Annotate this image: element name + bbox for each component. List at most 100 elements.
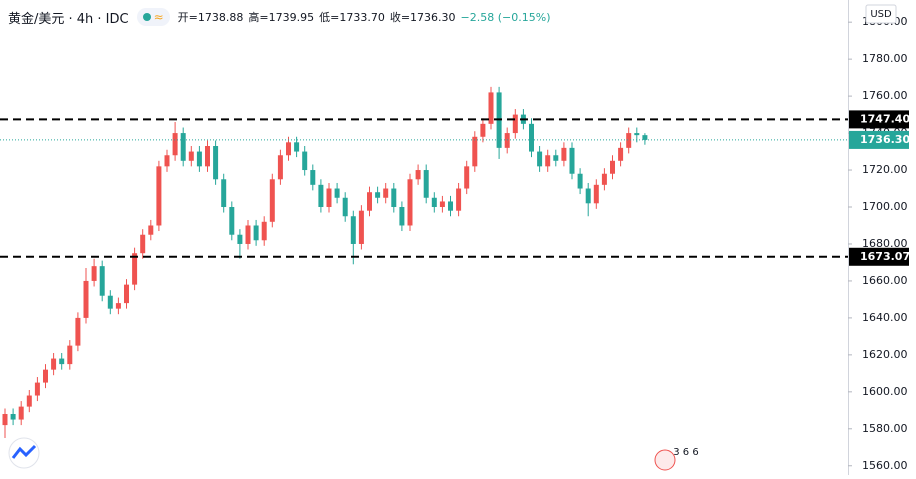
ohlc-item: 收=1736.30 [389, 11, 456, 24]
candle-body [626, 133, 632, 148]
candle-body [99, 266, 105, 296]
candle-body [205, 146, 210, 167]
candle-body [561, 147, 567, 161]
candle-body [10, 414, 16, 420]
candle-body [342, 197, 348, 217]
candle-body [180, 133, 186, 161]
candle-body [302, 151, 308, 171]
candle-body [140, 234, 146, 254]
candle-body [294, 142, 300, 152]
currency-label: USD [870, 9, 892, 20]
candle-body [464, 166, 470, 189]
logo-mark [11, 444, 37, 459]
candle-body [172, 133, 178, 156]
candle-body [132, 253, 138, 285]
candle-body [456, 188, 462, 211]
candle-body [26, 395, 32, 407]
candle-body [213, 146, 219, 180]
candle-body [367, 192, 372, 211]
candle-body [504, 133, 510, 148]
y-tick-label: 1720.00 [862, 163, 908, 176]
ohlc-item: 开=1738.88 [177, 11, 244, 24]
y-tick-label: 1660.00 [862, 274, 908, 287]
candle-body [326, 188, 332, 208]
candle-body [148, 225, 154, 235]
candle-body [375, 192, 381, 198]
watermark: 3 6 6 [673, 447, 698, 458]
candle-body [488, 92, 494, 124]
candle-body [59, 358, 65, 365]
y-tick-label: 1700.00 [862, 200, 908, 213]
ohlc-item: −2.58 (−0.15%) [460, 11, 551, 24]
candle-body [245, 225, 251, 244]
candle-body [34, 382, 40, 396]
y-tick-label: 1780.00 [862, 52, 908, 65]
y-tick-label: 1680.00 [862, 237, 908, 250]
candle-body [577, 173, 583, 189]
candle-body [43, 369, 48, 383]
candle-body [431, 197, 437, 208]
candle-body [75, 317, 81, 346]
candle-body [472, 136, 478, 167]
candle-body [439, 201, 445, 208]
candle-body [423, 170, 429, 198]
currency-box [865, 4, 897, 24]
candle-body [188, 151, 194, 161]
y-tick-label: 1620.00 [862, 348, 908, 361]
candle-body [358, 210, 364, 244]
candle-body [585, 188, 591, 204]
ohlc-values: 开=1738.88 高=1739.95 低=1733.70 收=1736.30 −2.5… [178, 9, 556, 25]
candle-body [537, 151, 543, 167]
candle-body [601, 173, 607, 185]
candle-body [415, 170, 421, 180]
y-tick-label: 1640.00 [862, 311, 908, 324]
candle-body [221, 179, 227, 208]
candle-body [610, 160, 615, 174]
candle-body [480, 123, 486, 137]
level-label: 1736.30 [860, 133, 910, 146]
candle-body [115, 303, 121, 309]
candle-body [124, 284, 129, 304]
candle-body [318, 184, 324, 208]
candle-body [253, 225, 259, 241]
candle-body [286, 142, 291, 156]
status-pill[interactable]: ≈ [136, 8, 170, 26]
y-tick-label: 1760.00 [862, 89, 908, 102]
level-label-box [849, 130, 909, 149]
candle-body [156, 166, 162, 226]
ohlc-item: 高=1739.95 [248, 11, 315, 24]
candle-body [83, 280, 89, 318]
candle-body [277, 155, 283, 180]
candle-body [18, 406, 24, 420]
candle-body [448, 201, 453, 211]
candle-body [545, 155, 551, 167]
events-icon [654, 449, 676, 471]
y-tick-label: 1600.00 [862, 385, 908, 398]
candle-body [107, 295, 113, 309]
candle-body [229, 207, 235, 235]
candle-body [634, 133, 640, 136]
candle-body [269, 179, 275, 222]
candle-body [642, 135, 648, 140]
level-label-box [849, 247, 909, 266]
candle-body [407, 179, 413, 226]
candle-body [350, 216, 356, 244]
candle-body [334, 188, 340, 198]
level-label: 1673.07 [860, 250, 910, 263]
legend-header: 黄金/美元 · 4h · IDC ≈ 开=1738.88 高=1739.95 低=1… [8, 6, 556, 28]
candle-body [593, 184, 599, 204]
candle-body [383, 188, 389, 198]
candle-body [91, 266, 97, 281]
symbol-title: 黄金/美元 · 4h · IDC [8, 11, 129, 27]
candle-body [569, 147, 575, 174]
candle-body [237, 234, 243, 244]
candle-body [310, 170, 316, 185]
candle-body [512, 114, 518, 134]
ohlc-item: 低=1733.70 [319, 11, 385, 24]
candle-body [261, 221, 267, 241]
candle-body [399, 207, 405, 226]
candle-body [553, 155, 559, 161]
candle-body [529, 123, 534, 152]
level-label-box [849, 110, 909, 129]
